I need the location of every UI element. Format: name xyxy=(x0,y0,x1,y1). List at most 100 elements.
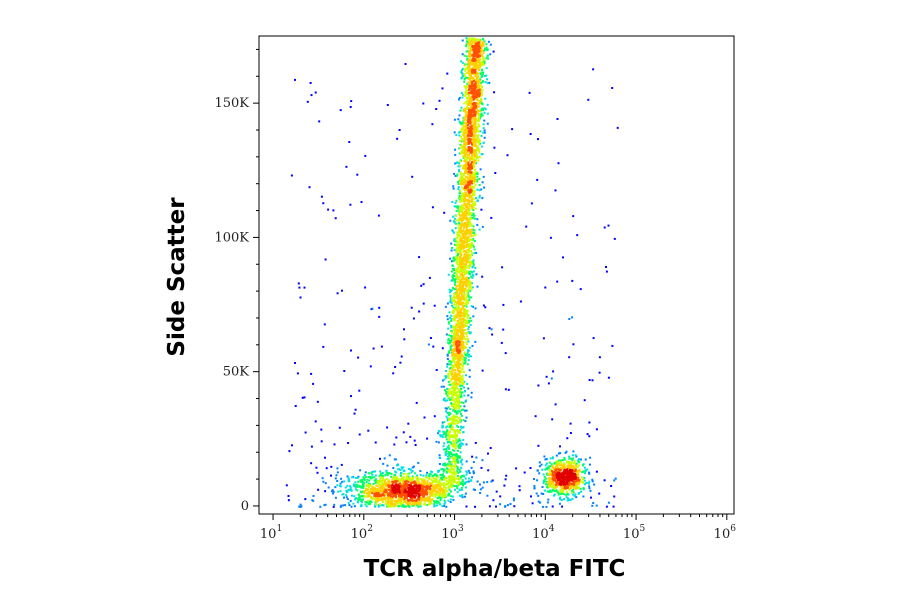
event-dot xyxy=(437,441,440,444)
event-dot xyxy=(506,504,509,507)
event-dot xyxy=(472,114,475,117)
event-dot xyxy=(461,242,464,245)
event-dot xyxy=(356,173,359,176)
event-dot xyxy=(377,505,380,508)
event-dot xyxy=(443,211,446,214)
event-dot xyxy=(466,58,469,61)
event-dot xyxy=(350,489,353,492)
event-dot xyxy=(459,377,462,380)
event-dot xyxy=(577,459,580,462)
event-dot xyxy=(458,397,461,400)
event-dot xyxy=(371,476,374,479)
event-dot xyxy=(458,336,461,339)
event-dot xyxy=(379,474,382,477)
event-dot xyxy=(473,190,476,193)
event-dot xyxy=(389,505,392,508)
event-dot xyxy=(560,492,562,495)
event-dot xyxy=(324,456,326,459)
event-dot xyxy=(460,264,463,267)
event-dot xyxy=(413,480,416,483)
event-dot xyxy=(468,471,471,474)
event-dot xyxy=(448,398,451,401)
event-dot xyxy=(450,320,453,322)
event-dot xyxy=(462,266,465,269)
event-dot xyxy=(471,276,474,279)
event-dot xyxy=(404,63,407,65)
event-dot xyxy=(458,392,461,395)
event-dot xyxy=(541,486,544,488)
event-dot xyxy=(458,179,461,182)
event-dot xyxy=(360,504,363,507)
event-dot xyxy=(456,491,459,494)
event-dot xyxy=(464,482,466,485)
event-dot xyxy=(474,114,477,117)
event-dot xyxy=(448,350,451,353)
event-dot xyxy=(424,482,427,485)
event-dot xyxy=(338,426,341,429)
event-dot xyxy=(444,305,447,308)
event-dot xyxy=(462,233,465,235)
event-dot xyxy=(487,469,490,472)
event-dot xyxy=(453,267,456,270)
event-dot xyxy=(471,192,474,195)
event-dot xyxy=(356,500,359,503)
event-dot xyxy=(403,338,406,341)
event-dot xyxy=(575,479,578,482)
event-dot xyxy=(481,114,484,117)
event-dot xyxy=(457,353,460,355)
event-dot xyxy=(459,239,462,242)
event-dot xyxy=(451,370,454,373)
event-dot xyxy=(464,346,467,349)
event-dot xyxy=(465,50,468,53)
event-dot xyxy=(450,249,453,252)
event-dot xyxy=(471,455,474,458)
event-dot xyxy=(583,476,586,479)
event-dot xyxy=(470,189,473,192)
event-dot xyxy=(588,487,591,490)
event-dot xyxy=(455,206,458,209)
event-dot xyxy=(450,318,453,321)
event-dot xyxy=(339,505,342,508)
event-dot xyxy=(465,218,468,221)
event-dot xyxy=(553,494,555,497)
event-dot xyxy=(559,498,562,501)
event-dot xyxy=(466,352,469,355)
event-dot xyxy=(428,483,431,486)
event-dot xyxy=(583,483,586,486)
event-dot xyxy=(468,156,471,159)
event-dot xyxy=(453,217,456,220)
event-dot xyxy=(456,485,459,488)
event-dot xyxy=(466,363,469,366)
event-dot xyxy=(452,468,455,471)
event-dot xyxy=(379,489,381,492)
event-dot xyxy=(466,240,469,243)
event-dot xyxy=(458,303,460,306)
event-dot xyxy=(428,501,431,504)
event-dot xyxy=(462,480,464,483)
event-dot xyxy=(370,495,373,498)
event-dot xyxy=(447,423,450,426)
event-dot xyxy=(468,174,471,177)
event-dot xyxy=(465,232,468,235)
event-dot xyxy=(463,259,466,262)
event-dot xyxy=(465,285,468,288)
event-dot xyxy=(304,431,307,434)
event-dot xyxy=(468,183,471,186)
event-dot xyxy=(481,41,484,44)
event-dot xyxy=(466,131,469,134)
event-dot xyxy=(573,462,575,465)
event-dot xyxy=(551,488,554,491)
event-dot xyxy=(427,497,430,500)
event-dot xyxy=(397,505,400,508)
event-dot xyxy=(458,407,460,410)
event-dot xyxy=(481,93,483,96)
event-dot xyxy=(379,503,382,506)
event-dot xyxy=(382,484,385,487)
event-dot xyxy=(453,394,456,396)
event-dot xyxy=(466,284,469,287)
event-dot xyxy=(393,443,396,446)
event-dot xyxy=(468,88,470,91)
event-dot xyxy=(468,185,471,188)
event-dot xyxy=(448,438,451,441)
event-dot xyxy=(472,217,475,220)
